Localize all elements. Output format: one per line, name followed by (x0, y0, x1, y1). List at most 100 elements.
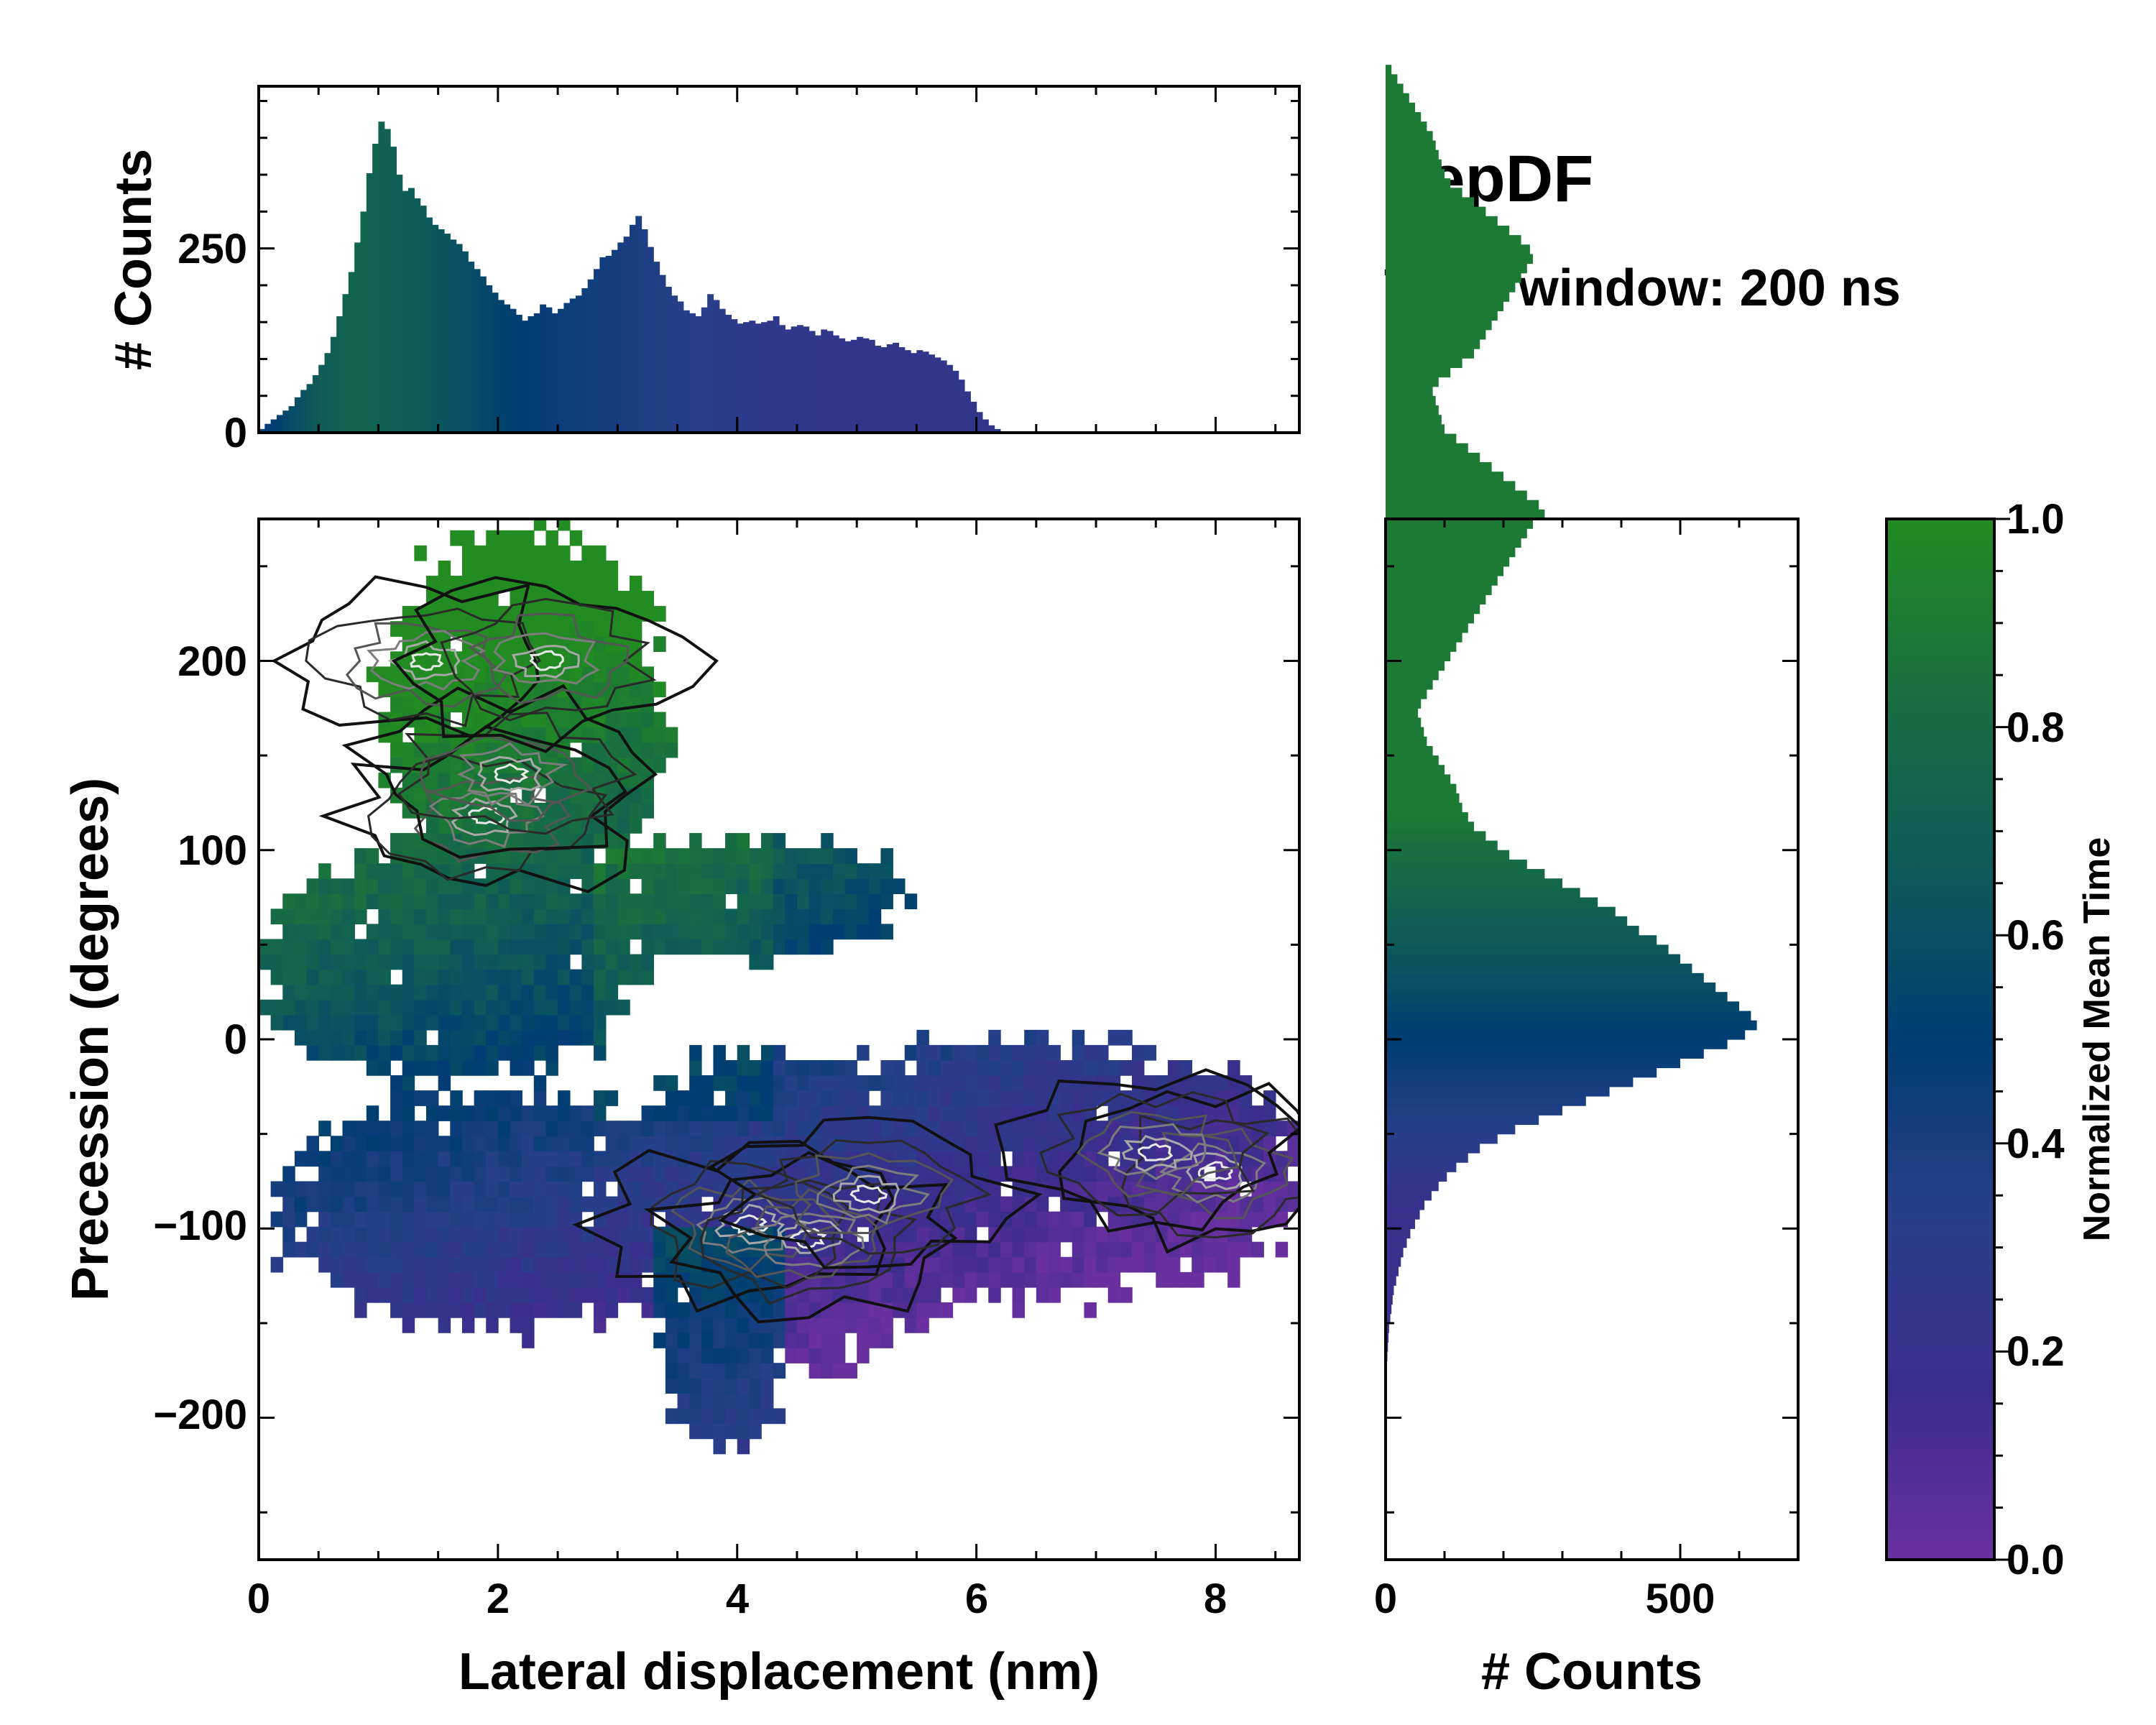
density-cell (916, 1029, 929, 1046)
density-cell (617, 666, 630, 683)
density-cell (808, 1317, 822, 1333)
density-cell (832, 1136, 846, 1152)
right-histogram-bar (1386, 282, 1516, 293)
density-cell (294, 1151, 308, 1167)
density-cell (581, 833, 594, 849)
density-cell (1084, 1090, 1097, 1106)
density-cell (689, 1423, 702, 1440)
density-cell (1143, 1196, 1157, 1213)
density-cell (497, 999, 511, 1016)
right-histogram-bar (1386, 490, 1527, 501)
top-histogram-bar (964, 391, 971, 433)
density-cell (318, 1029, 331, 1046)
density-cell (522, 833, 535, 849)
density-cell (713, 1393, 726, 1409)
right-histogram-bar (1386, 272, 1521, 283)
density-cell (497, 1181, 511, 1197)
density-cell (713, 1363, 726, 1379)
density-cell (438, 1014, 451, 1031)
right-histogram-bar (1386, 585, 1492, 595)
top-histogram-bar (581, 288, 589, 433)
density-cell (533, 1211, 547, 1228)
density-cell (486, 1014, 499, 1031)
density-cell (522, 1271, 535, 1288)
density-cell (617, 954, 630, 970)
density-cell (450, 954, 463, 970)
density-cell (617, 924, 630, 940)
density-cell (1239, 1241, 1253, 1258)
density-cell (318, 1044, 331, 1061)
top-histogram-bar (282, 410, 290, 433)
density-cell (677, 1408, 690, 1425)
density-cell (461, 1044, 475, 1061)
density-cell (761, 848, 774, 864)
density-cell (569, 530, 583, 546)
density-cell (438, 1181, 451, 1197)
density-cell (641, 802, 655, 819)
density-cell (629, 591, 642, 607)
density-cell (438, 1196, 451, 1213)
density-cell (808, 1287, 822, 1303)
density-cell (701, 939, 714, 955)
density-cell (713, 1423, 726, 1440)
density-cell (1012, 1241, 1025, 1258)
density-cell (629, 1226, 642, 1243)
density-cell (713, 1121, 726, 1136)
density-cell (677, 1121, 690, 1136)
density-cell (306, 1196, 320, 1213)
density-cell (426, 1059, 439, 1076)
density-cell (330, 984, 344, 1000)
density-cell (1012, 1302, 1025, 1318)
density-cell (1048, 1287, 1061, 1303)
density-cell (725, 924, 738, 940)
right-histogram-bar (1386, 538, 1521, 548)
density-contour (643, 1151, 958, 1324)
density-cell (545, 621, 558, 637)
density-cell (761, 1121, 774, 1136)
top-histogram-bar (994, 428, 1001, 433)
density-cell (844, 1075, 857, 1091)
top-histogram-bar (461, 251, 469, 433)
top-histogram-bar (629, 224, 636, 433)
density-cell (474, 1241, 487, 1258)
density-cell (821, 893, 834, 910)
density-cell (761, 1378, 774, 1394)
density-cell (366, 969, 379, 985)
density-cell (1131, 1181, 1145, 1197)
density-cell (1012, 1075, 1025, 1091)
density-cell (366, 1226, 379, 1243)
density-cell (1287, 1181, 1299, 1197)
density-cell (929, 1090, 941, 1106)
density-cell (701, 848, 714, 864)
density-cell (737, 1075, 750, 1091)
density-cell (366, 999, 379, 1016)
density-cell (641, 1136, 655, 1152)
density-cell (808, 848, 822, 864)
density-contour (1121, 1134, 1194, 1172)
density-cell (438, 1151, 451, 1167)
density-cell (522, 1226, 535, 1243)
density-cell (641, 954, 655, 970)
density-cell (581, 1136, 594, 1152)
density-cell (402, 924, 415, 940)
top-histogram-bar (635, 216, 642, 433)
density-cell (390, 908, 403, 925)
density-cell (497, 969, 511, 985)
density-cell (653, 1287, 666, 1303)
density-cell (880, 1075, 893, 1091)
density-cell (270, 1014, 284, 1031)
density-cell (282, 954, 295, 970)
density-cell (474, 1181, 487, 1197)
density-cell (952, 1271, 965, 1288)
density-cell (725, 1059, 738, 1076)
density-cell (808, 863, 822, 879)
density-cell (605, 1302, 619, 1318)
right-histogram-bar (1386, 358, 1462, 368)
density-cell (1084, 1211, 1097, 1228)
density-cell (342, 1196, 355, 1213)
density-cell (558, 1166, 571, 1182)
density-cell (677, 1241, 690, 1258)
density-cell (522, 878, 535, 895)
density-cell (330, 1211, 344, 1228)
density-cell (857, 863, 870, 879)
